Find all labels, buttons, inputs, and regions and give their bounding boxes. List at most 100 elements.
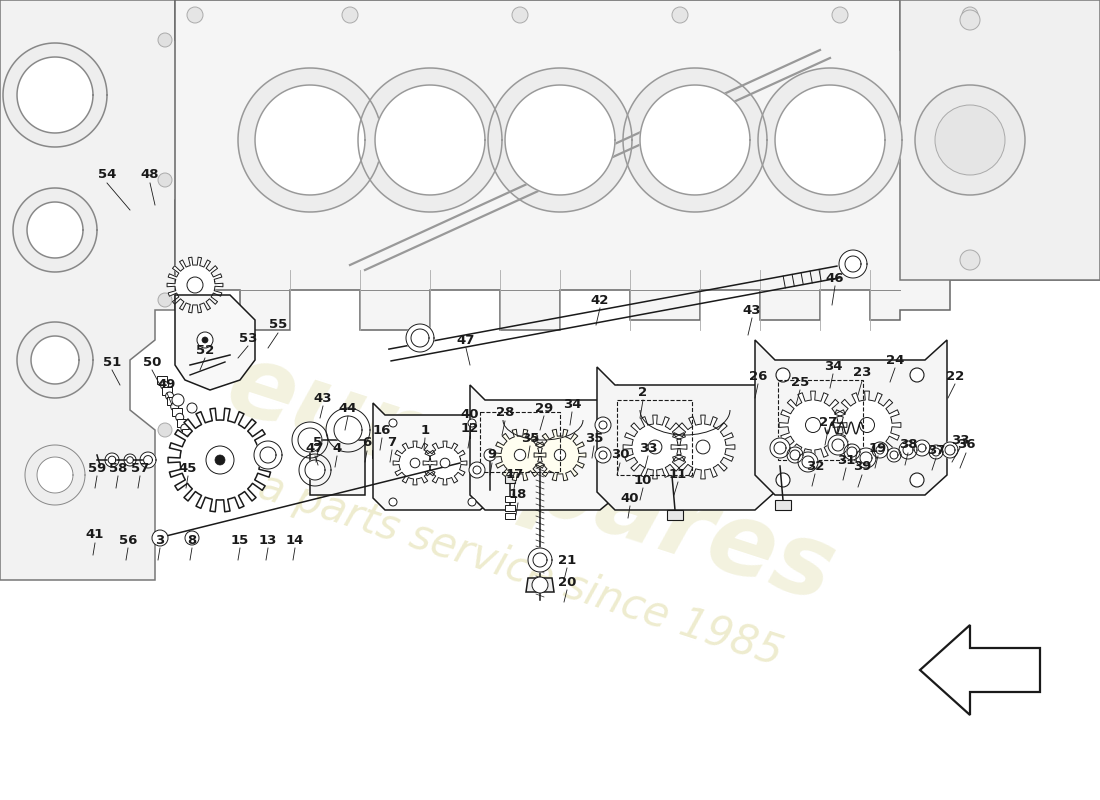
Polygon shape: [640, 85, 750, 195]
Circle shape: [185, 531, 199, 545]
Text: 46: 46: [826, 271, 845, 285]
Polygon shape: [798, 452, 818, 472]
Text: 13: 13: [258, 534, 277, 546]
Bar: [505, 513, 515, 519]
Text: 11: 11: [669, 467, 688, 481]
Polygon shape: [310, 440, 365, 495]
Polygon shape: [860, 452, 872, 464]
Text: 38: 38: [899, 438, 917, 451]
Text: 49: 49: [157, 378, 176, 391]
Text: 55: 55: [268, 318, 287, 331]
Circle shape: [206, 446, 234, 474]
Circle shape: [915, 85, 1025, 195]
Text: 12: 12: [461, 422, 480, 434]
Polygon shape: [828, 435, 848, 455]
Polygon shape: [528, 548, 552, 572]
Circle shape: [910, 368, 924, 382]
Text: 31: 31: [837, 454, 855, 466]
Polygon shape: [890, 451, 898, 459]
Circle shape: [191, 446, 199, 454]
Circle shape: [672, 7, 688, 23]
Circle shape: [197, 332, 213, 348]
Circle shape: [389, 419, 397, 427]
Polygon shape: [0, 0, 200, 580]
Bar: [192, 450, 202, 458]
Circle shape: [278, 108, 342, 172]
Circle shape: [172, 394, 184, 406]
Circle shape: [170, 402, 178, 410]
Circle shape: [512, 7, 528, 23]
Text: 7: 7: [387, 435, 397, 449]
Polygon shape: [494, 430, 546, 481]
Circle shape: [158, 173, 172, 187]
Polygon shape: [876, 446, 884, 454]
Polygon shape: [918, 444, 926, 452]
Polygon shape: [671, 415, 735, 479]
Text: 51: 51: [103, 355, 121, 369]
Polygon shape: [839, 250, 867, 278]
Polygon shape: [903, 445, 913, 455]
Circle shape: [554, 450, 565, 461]
Polygon shape: [844, 444, 860, 460]
Circle shape: [186, 434, 194, 442]
Bar: [480, 412, 560, 472]
Circle shape: [202, 337, 208, 343]
Polygon shape: [930, 445, 943, 459]
Text: 53: 53: [239, 331, 257, 345]
Polygon shape: [758, 68, 902, 212]
Circle shape: [528, 108, 592, 172]
Text: 36: 36: [957, 438, 976, 451]
Circle shape: [152, 530, 168, 546]
Circle shape: [176, 414, 184, 422]
Polygon shape: [238, 68, 382, 212]
Bar: [177, 418, 187, 426]
Text: 20: 20: [558, 575, 576, 589]
Circle shape: [342, 7, 358, 23]
Circle shape: [214, 455, 225, 465]
Polygon shape: [144, 456, 153, 464]
Polygon shape: [298, 428, 322, 452]
Text: 9: 9: [487, 449, 496, 462]
Polygon shape: [406, 324, 434, 352]
Polygon shape: [945, 445, 955, 455]
Text: 47: 47: [306, 442, 324, 454]
Text: 42: 42: [591, 294, 609, 306]
Circle shape: [37, 77, 73, 113]
Circle shape: [469, 462, 485, 478]
Polygon shape: [260, 447, 276, 463]
Circle shape: [196, 456, 204, 464]
Bar: [187, 440, 197, 448]
Text: 30: 30: [610, 449, 629, 462]
Circle shape: [166, 392, 174, 400]
Polygon shape: [832, 439, 844, 451]
Text: 45: 45: [179, 462, 197, 474]
Circle shape: [50, 89, 60, 101]
Polygon shape: [597, 367, 776, 510]
Bar: [157, 376, 167, 384]
Circle shape: [960, 250, 980, 270]
Text: 10: 10: [634, 474, 652, 486]
Circle shape: [410, 458, 420, 468]
Polygon shape: [779, 391, 847, 459]
Polygon shape: [375, 85, 485, 195]
Text: 15: 15: [231, 534, 249, 546]
Circle shape: [161, 382, 168, 390]
Text: 34: 34: [824, 359, 843, 373]
Circle shape: [187, 403, 197, 413]
Text: 1: 1: [420, 423, 430, 437]
Circle shape: [805, 418, 821, 433]
Polygon shape: [914, 440, 929, 456]
Circle shape: [910, 473, 924, 487]
Text: 56: 56: [119, 534, 138, 546]
Text: 40: 40: [620, 491, 639, 505]
Circle shape: [187, 7, 204, 23]
Text: 3: 3: [155, 534, 165, 546]
Text: 21: 21: [558, 554, 576, 566]
Polygon shape: [305, 460, 324, 480]
Circle shape: [389, 498, 397, 506]
Bar: [162, 386, 172, 394]
Text: 14: 14: [286, 534, 305, 546]
Circle shape: [595, 417, 610, 433]
Polygon shape: [534, 553, 547, 567]
Circle shape: [158, 293, 172, 307]
